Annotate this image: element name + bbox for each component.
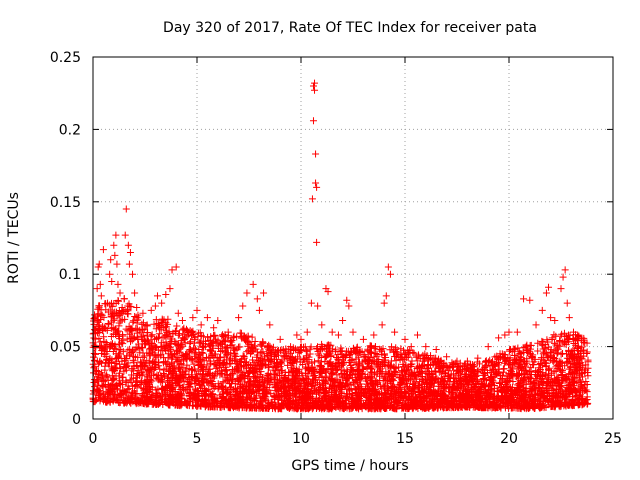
band-point <box>223 389 231 397</box>
band-point <box>126 376 134 384</box>
band-point <box>584 372 592 380</box>
band-point <box>173 322 181 330</box>
band-point <box>198 348 206 356</box>
band-point <box>583 381 591 389</box>
band-point <box>129 356 137 364</box>
band-point <box>484 369 492 377</box>
band-point <box>281 351 289 359</box>
band-point <box>246 394 254 402</box>
band-point <box>534 339 542 347</box>
band-point <box>150 320 158 328</box>
band-point <box>152 316 160 324</box>
band-point <box>327 358 335 366</box>
band-point <box>248 356 256 364</box>
band-point <box>176 330 184 338</box>
band-point <box>102 373 110 381</box>
band-point <box>217 348 225 356</box>
band-point <box>95 335 103 343</box>
band-point <box>114 311 122 319</box>
band-point <box>90 326 98 334</box>
band-point <box>397 345 405 353</box>
band-point <box>103 371 111 379</box>
band-point <box>155 330 163 338</box>
band-point <box>509 378 517 386</box>
chart-title: Day 320 of 2017, Rate Of TEC Index for r… <box>163 20 537 36</box>
band-point <box>129 317 137 325</box>
band-point <box>174 331 182 339</box>
band-point <box>103 355 111 363</box>
band-point <box>99 383 107 391</box>
band-point <box>107 333 115 341</box>
band-point <box>325 359 333 367</box>
band-point <box>367 368 375 376</box>
band-point <box>96 338 104 346</box>
band-point <box>147 332 155 340</box>
band-point <box>482 377 490 385</box>
band-point <box>205 365 213 373</box>
band-point <box>335 355 343 363</box>
band-point <box>186 340 194 348</box>
band-point <box>284 361 292 369</box>
band-point <box>583 348 591 356</box>
band-point <box>203 378 211 386</box>
band-point <box>582 378 590 386</box>
band-point <box>388 343 396 351</box>
band-point <box>127 391 135 399</box>
band-point <box>342 375 350 383</box>
band-point <box>246 395 254 403</box>
band-point <box>139 331 147 339</box>
band-point <box>209 390 217 398</box>
band-point <box>180 378 188 386</box>
band-point <box>271 383 279 391</box>
band-point <box>379 357 387 365</box>
band-point <box>117 317 125 325</box>
band-point <box>454 376 462 384</box>
band-point <box>263 372 271 380</box>
band-point <box>475 360 483 368</box>
band-point <box>428 356 436 364</box>
band-point <box>550 339 558 347</box>
band-point <box>236 343 244 351</box>
band-point <box>339 354 347 362</box>
band-point <box>535 384 543 392</box>
band-point <box>359 365 367 373</box>
band-point <box>119 340 127 348</box>
band-point <box>133 319 141 327</box>
band-point <box>210 361 218 369</box>
band-point <box>248 333 256 341</box>
band-point <box>528 353 536 361</box>
band-point <box>190 360 198 368</box>
band-point <box>206 346 214 354</box>
data-points <box>89 79 592 413</box>
band-point <box>151 363 159 371</box>
band-point <box>181 339 189 347</box>
band-point <box>152 325 160 333</box>
band-point <box>229 334 237 342</box>
band-point <box>195 339 203 347</box>
band-point <box>386 346 394 354</box>
